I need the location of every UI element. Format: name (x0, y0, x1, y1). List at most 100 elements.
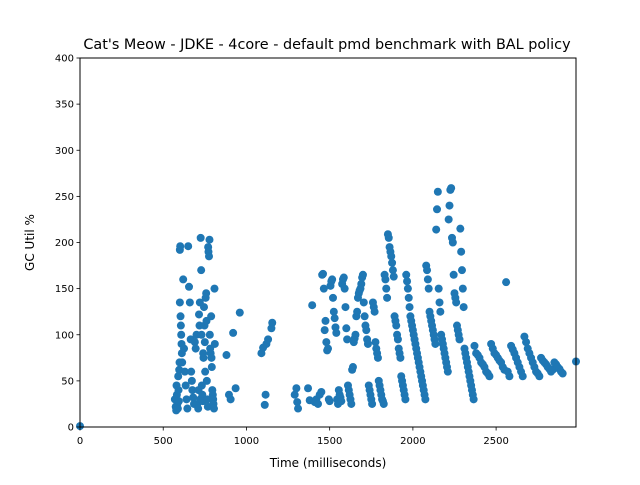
data-point (458, 284, 467, 293)
data-point (381, 275, 390, 284)
data-point (264, 335, 273, 344)
data-point (351, 330, 360, 339)
data-point (197, 266, 206, 275)
data-point (173, 404, 182, 413)
data-point (402, 270, 411, 279)
data-point (205, 235, 214, 244)
data-point (436, 307, 445, 316)
data-point (457, 247, 466, 256)
data-point (304, 384, 313, 393)
data-point (362, 326, 371, 335)
data-point (325, 397, 334, 406)
data-point (424, 284, 433, 293)
data-point (177, 330, 186, 339)
y-tick-label: 250 (55, 192, 74, 203)
data-point (518, 372, 527, 381)
x-tick-label: 1500 (317, 436, 342, 447)
data-point (403, 284, 412, 293)
y-tick-label: 50 (61, 376, 74, 387)
data-point (314, 399, 323, 408)
data-point (383, 293, 392, 302)
data-point (209, 404, 218, 413)
data-point (322, 338, 331, 347)
data-point (522, 338, 531, 347)
data-point (176, 242, 185, 251)
data-point (317, 387, 326, 396)
y-tick-label: 350 (55, 100, 74, 111)
data-point (187, 367, 196, 376)
data-point (360, 312, 369, 321)
data-point (396, 353, 405, 362)
data-point (371, 338, 380, 347)
data-point (195, 310, 204, 319)
data-point (434, 284, 443, 293)
data-point (202, 289, 211, 298)
data-point (187, 376, 196, 385)
data-point (373, 353, 382, 362)
data-point (339, 273, 348, 282)
data-point (388, 266, 397, 275)
data-point (197, 330, 206, 339)
data-point (207, 353, 216, 362)
data-point (485, 372, 494, 381)
data-point (260, 400, 269, 409)
data-point (321, 316, 330, 325)
data-point (185, 298, 194, 307)
data-point (449, 270, 458, 279)
data-point (403, 277, 412, 286)
data-point (347, 399, 356, 408)
data-point (319, 284, 328, 293)
data-point (401, 395, 410, 404)
y-axis-ticks: 0 50 100 150 200 250 300 350 400 (55, 54, 80, 434)
data-point (359, 298, 368, 307)
data-point (229, 328, 238, 337)
data-point (423, 266, 432, 275)
data-point (433, 205, 442, 214)
data-point (384, 233, 393, 242)
data-point (469, 395, 478, 404)
data-point (194, 404, 203, 413)
x-tick-label: 500 (154, 436, 173, 447)
data-point (353, 307, 362, 316)
data-points (76, 184, 580, 431)
data-point (183, 404, 192, 413)
data-point (459, 303, 468, 312)
data-point (435, 298, 444, 307)
data-point (179, 275, 188, 284)
data-point (433, 187, 442, 196)
data-point (392, 321, 401, 330)
data-point (174, 372, 183, 381)
data-point (432, 225, 441, 234)
data-point (404, 293, 413, 302)
data-point (505, 372, 514, 381)
data-point (188, 386, 197, 395)
data-point (320, 326, 329, 335)
data-point (191, 344, 200, 353)
x-tick-label: 2000 (400, 436, 425, 447)
data-point (200, 303, 208, 312)
data-point (387, 252, 396, 261)
data-point (180, 367, 189, 376)
y-tick-label: 0 (68, 423, 74, 434)
data-point (293, 398, 302, 407)
data-point (341, 303, 350, 312)
data-point (189, 393, 198, 402)
y-tick-label: 200 (55, 238, 74, 249)
data-point (443, 367, 452, 376)
data-point (358, 270, 367, 279)
data-point (176, 312, 185, 321)
data-point (382, 284, 391, 293)
data-point (174, 386, 183, 395)
data-point (357, 280, 366, 289)
data-point (319, 269, 328, 278)
data-point (205, 330, 214, 339)
data-point (185, 282, 194, 291)
data-point (210, 339, 219, 348)
data-point (231, 384, 240, 393)
data-point (363, 339, 372, 348)
data-point (423, 275, 432, 284)
data-point (405, 303, 414, 312)
data-point (210, 284, 219, 293)
data-point (207, 363, 216, 372)
